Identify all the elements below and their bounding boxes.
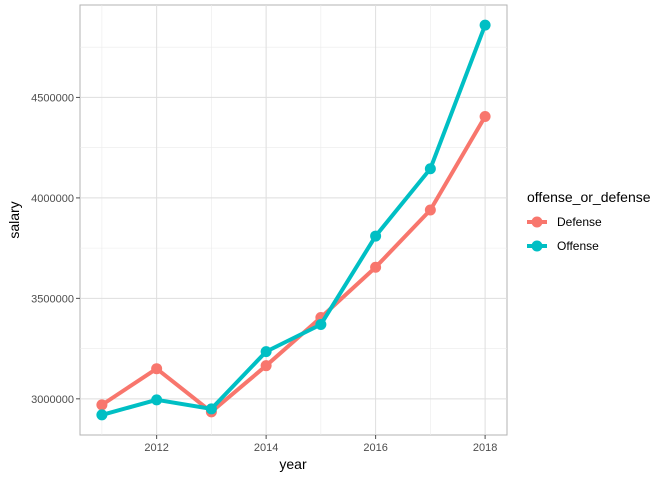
y-tick-label: 3000000 [31,394,74,406]
y-tick-label: 3500000 [31,293,74,305]
minor-gridlines [80,5,507,435]
series-line-offense [101,24,487,417]
data-point-offense [96,409,108,421]
data-point-defense [96,399,108,411]
x-axis: 2012 2014 2016 2018 [144,435,497,454]
legend-label-defense: Defense [557,215,602,229]
y-tick-label: 4000000 [31,193,74,205]
legend-item-defense: Defense [527,215,602,229]
series-line-defense [100,115,487,414]
legend-key-point-defense [531,216,543,228]
legend-label-offense: Offense [557,239,599,253]
data-point-defense [260,360,272,372]
data-point-offense [424,163,436,175]
data-point-offense [205,403,217,415]
x-axis-title: year [279,456,307,472]
data-point-defense [151,363,163,375]
legend: offense_or_defense Defense Offense [527,189,651,253]
y-tick-label: 4500000 [31,92,74,104]
x-tick-label: 2018 [473,442,497,454]
y-axis-title: salary [6,201,22,238]
plot-panel [79,4,508,436]
x-tick-label: 2016 [363,442,387,454]
data-point-defense [479,111,491,123]
data-point-offense [479,19,491,31]
legend-title: offense_or_defense [527,189,651,205]
data-point-defense [424,204,436,216]
data-point-offense [151,394,163,406]
x-tick-label: 2014 [254,442,278,454]
series-offense [96,19,491,421]
data-point-defense [370,261,382,273]
y-axis: 3000000 3500000 4000000 4500000 [31,92,80,406]
legend-key-point-offense [531,240,543,252]
legend-item-offense: Offense [527,239,599,253]
series-layer [96,19,491,421]
data-point-offense [315,318,327,330]
x-tick-label: 2012 [144,442,168,454]
data-point-offense [370,230,382,242]
series-defense [96,111,491,418]
data-point-offense [260,346,272,358]
